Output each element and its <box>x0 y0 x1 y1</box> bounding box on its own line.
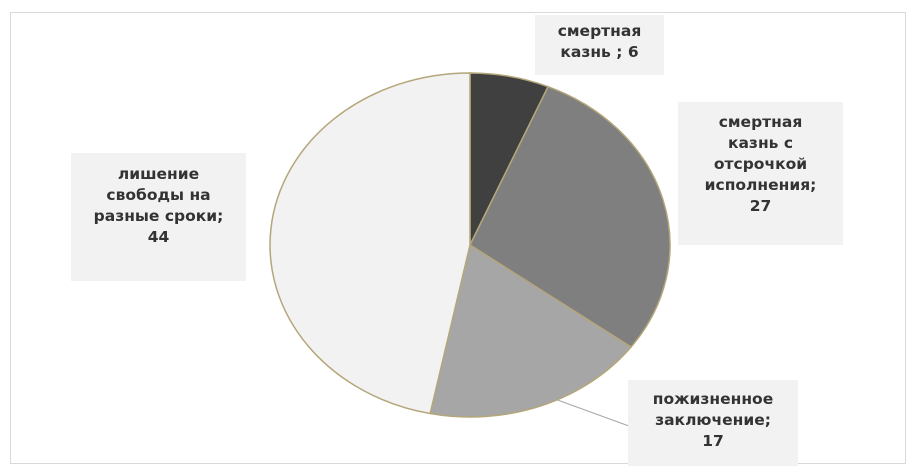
data-label-s1-line4: исполнения; <box>704 176 817 194</box>
data-label-s1-line3: отсрочкой <box>713 155 808 173</box>
data-label-s0: смертная казнь ; 6 <box>535 15 664 75</box>
data-label-s3: лишение свободы на разные сроки; 44 <box>71 153 246 281</box>
data-label-s2: пожизненное заключение; 17 <box>628 380 798 466</box>
data-label-s3-line1: лишение <box>117 165 200 183</box>
data-label-s0-line1: смертная <box>557 22 642 40</box>
data-label-s3-line4: 44 <box>147 228 170 246</box>
data-label-s1: смертная казнь с отсрочкой исполнения; 2… <box>678 102 843 245</box>
data-label-s2-line1: пожизненное <box>652 390 774 408</box>
pie-slice-1 <box>469 85 671 349</box>
data-label-s2-line2: заключение; <box>655 411 771 429</box>
pie-slice-2 <box>429 243 633 418</box>
pie-slices <box>269 72 671 418</box>
leader-line-s2 <box>551 397 641 431</box>
pie-slice-3 <box>269 72 471 415</box>
data-label-s1-line2: казнь с <box>727 134 794 152</box>
data-label-s2-line3: 17 <box>702 432 724 450</box>
data-label-s3-line2: свободы на <box>106 186 211 204</box>
data-label-s1-line1: смертная <box>718 113 803 131</box>
data-label-s1-line5: 27 <box>749 197 772 215</box>
data-label-s3-line3: разные сроки; <box>93 207 224 225</box>
data-label-s0-line2: казнь ; 6 <box>560 43 639 61</box>
